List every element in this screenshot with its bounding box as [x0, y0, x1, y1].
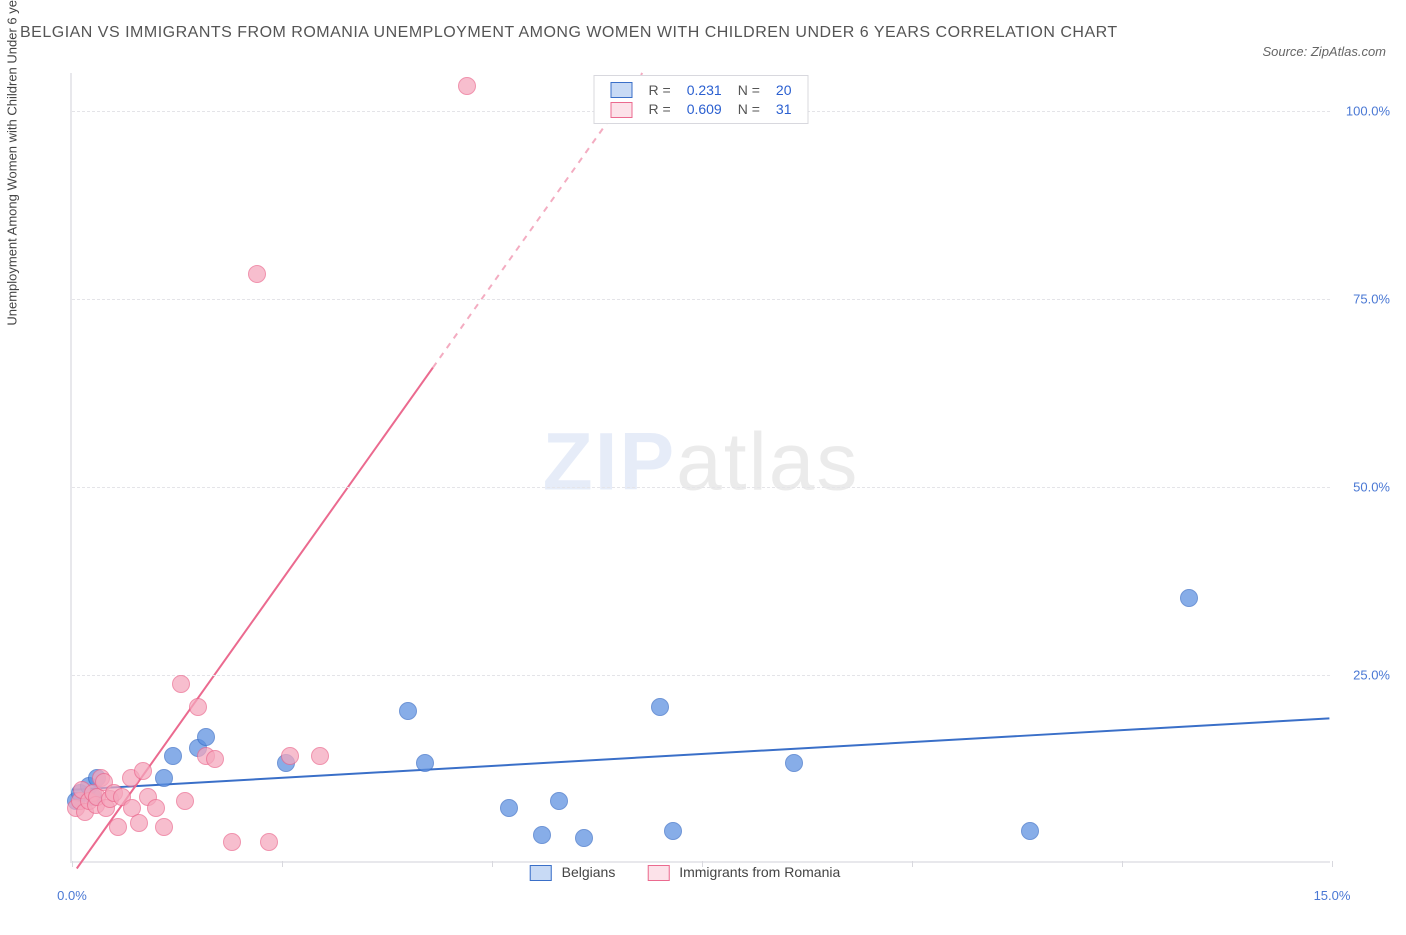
n-value: 20: [768, 80, 800, 99]
data-point: [134, 762, 152, 780]
r-value: 0.609: [679, 99, 730, 118]
data-point: [500, 799, 518, 817]
n-label: N =: [730, 99, 768, 118]
data-point: [260, 833, 278, 851]
chart-title: BELGIAN VS IMMIGRANTS FROM ROMANIA UNEMP…: [20, 20, 1118, 46]
x-tick: [1122, 861, 1123, 867]
data-point: [130, 814, 148, 832]
data-point: [533, 826, 551, 844]
x-tick: [1332, 861, 1333, 867]
n-value: 31: [768, 99, 800, 118]
x-tick-label: 0.0%: [57, 888, 87, 903]
trend-lines: [72, 73, 1330, 861]
source-attribution: Source: ZipAtlas.com: [1262, 44, 1386, 59]
data-point: [281, 747, 299, 765]
swatch-romania: [611, 102, 633, 118]
swatch-belgians: [611, 82, 633, 98]
y-tick-label: 50.0%: [1353, 479, 1390, 494]
n-label: N =: [730, 80, 768, 99]
data-point: [785, 754, 803, 772]
data-point: [458, 77, 476, 95]
data-point: [311, 747, 329, 765]
data-point: [248, 265, 266, 283]
series-legend: Belgians Immigrants from Romania: [530, 864, 873, 881]
data-point: [172, 675, 190, 693]
plot-area: ZIPatlas R =0.231N =20R =0.609N =31 Belg…: [70, 73, 1330, 863]
x-tick: [912, 861, 913, 867]
data-point: [109, 818, 127, 836]
data-point: [399, 702, 417, 720]
swatch-belgians: [530, 865, 552, 881]
data-point: [575, 829, 593, 847]
data-point: [164, 747, 182, 765]
data-point: [223, 833, 241, 851]
data-point: [550, 792, 568, 810]
data-point: [176, 792, 194, 810]
y-tick-label: 25.0%: [1353, 667, 1390, 682]
y-axis-label: Unemployment Among Women with Children U…: [5, 0, 20, 326]
y-tick-label: 100.0%: [1346, 103, 1390, 118]
correlation-chart: Unemployment Among Women with Children U…: [20, 65, 1386, 915]
stats-row-romania: R =0.609N =31: [603, 99, 800, 118]
data-point: [189, 698, 207, 716]
legend-item-romania: Immigrants from Romania: [647, 864, 840, 880]
gridline: [72, 675, 1330, 676]
x-tick: [492, 861, 493, 867]
gridline: [72, 299, 1330, 300]
legend-item-belgians: Belgians: [530, 864, 616, 880]
data-point: [155, 818, 173, 836]
r-label: R =: [641, 80, 679, 99]
x-tick-label: 15.0%: [1314, 888, 1351, 903]
r-value: 0.231: [679, 80, 730, 99]
data-point: [664, 822, 682, 840]
trend-line-belgians: [73, 718, 1330, 789]
y-tick-label: 75.0%: [1353, 291, 1390, 306]
watermark: ZIPatlas: [543, 415, 860, 509]
swatch-romania: [647, 865, 669, 881]
r-label: R =: [641, 99, 679, 118]
data-point: [1021, 822, 1039, 840]
gridline: [72, 487, 1330, 488]
stats-legend: R =0.231N =20R =0.609N =31: [594, 75, 809, 124]
data-point: [651, 698, 669, 716]
x-tick: [702, 861, 703, 867]
x-tick: [72, 861, 73, 867]
data-point: [416, 754, 434, 772]
data-point: [1180, 589, 1198, 607]
x-tick: [282, 861, 283, 867]
data-point: [206, 750, 224, 768]
data-point: [155, 769, 173, 787]
data-point: [197, 728, 215, 746]
data-point: [147, 799, 165, 817]
stats-row-belgians: R =0.231N =20: [603, 80, 800, 99]
